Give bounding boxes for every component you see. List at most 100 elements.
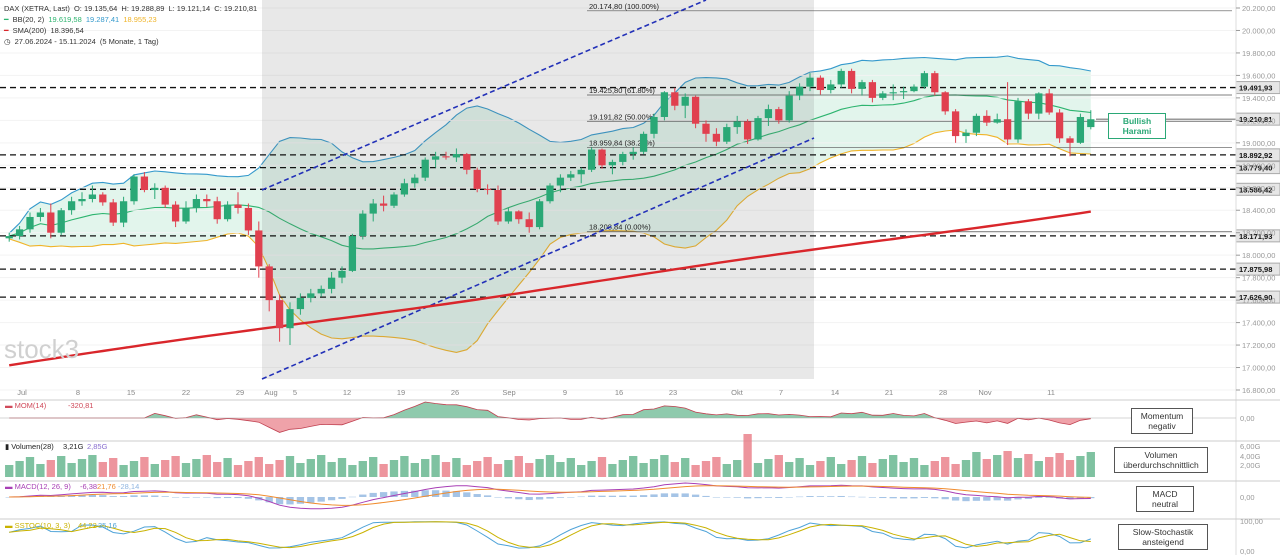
candle-body	[525, 219, 533, 228]
macd-histogram-bar	[598, 495, 606, 497]
volume-bar	[473, 461, 482, 477]
x-tick-label: 28	[939, 388, 947, 397]
bb-label: BB(20, 2)	[12, 15, 45, 24]
candle-body	[161, 187, 169, 205]
macd-histogram-bar	[317, 497, 325, 502]
volume-bar	[670, 462, 679, 477]
candle-body	[494, 190, 502, 222]
volume-bar	[244, 461, 253, 477]
volume-bar	[504, 460, 513, 477]
macd-histogram-bar	[962, 497, 970, 502]
volume-bar	[369, 457, 378, 477]
volume-bar	[493, 464, 503, 477]
candle-body	[473, 169, 481, 189]
candle-body	[1076, 116, 1085, 143]
macd-histogram-bar	[556, 497, 565, 498]
candle-body	[712, 133, 721, 142]
volume-bar	[202, 455, 211, 477]
sma-line-icon: ━	[4, 26, 9, 35]
macd-histogram-bar	[775, 497, 783, 498]
volume-bar	[909, 458, 919, 477]
level-tag-label: 18.779,40	[1239, 164, 1272, 173]
momentum-label: ▬ MOM(14)	[5, 401, 47, 410]
macd-histogram-bar	[473, 494, 481, 497]
macd-histogram-bar	[608, 495, 617, 497]
macd-histogram-bar	[671, 493, 679, 497]
candle-body	[327, 277, 336, 289]
x-tick-label: 22	[182, 388, 190, 397]
stock3-watermark: stock3	[4, 334, 79, 364]
macd-histogram-bar	[109, 496, 117, 497]
volume-bar	[462, 465, 471, 477]
volume-bar	[629, 456, 638, 477]
fib-level-label: 19.425,80 (61.80%)	[589, 86, 655, 95]
candle-body	[1045, 93, 1053, 113]
stoch-k-line	[9, 521, 1091, 549]
macd-histogram-bar	[213, 497, 221, 499]
macd-histogram-bar	[348, 496, 357, 498]
volume-bar	[722, 464, 731, 477]
stoch-d-line	[9, 521, 1091, 549]
sma-200-line	[9, 210, 1091, 367]
y-tick-label: 20.000,00	[1242, 26, 1275, 35]
candle-body	[483, 188, 492, 191]
y-tick-label: 17.400,00	[1242, 319, 1275, 328]
candle-body	[556, 177, 565, 186]
volume-bar	[1076, 456, 1085, 477]
macd-histogram-bar	[1087, 497, 1095, 499]
candle-body	[1024, 101, 1033, 114]
candle-body	[57, 210, 65, 233]
candle-body	[983, 115, 991, 123]
volume-bar	[109, 458, 118, 477]
candle-body	[785, 95, 793, 121]
level-tag-label: 18.171,93	[1239, 232, 1272, 241]
x-tick-label: 12	[343, 388, 351, 397]
price-grid	[0, 7, 1236, 391]
candle-body	[15, 229, 24, 237]
macd-histogram-bar	[879, 497, 887, 499]
macd-histogram-bar	[827, 496, 835, 497]
volume-tick-6g: 6,00G	[1240, 442, 1261, 451]
candle-body	[899, 91, 908, 93]
bb-value-1: 19.619,58	[48, 15, 82, 24]
volume-bar	[920, 465, 929, 477]
x-tick-label: 14	[831, 388, 839, 397]
volume-bar	[587, 461, 596, 477]
volume-bar	[816, 461, 825, 477]
level-tag-label: 18.892,92	[1239, 151, 1272, 160]
macd-histogram-bar	[151, 495, 159, 497]
candle-body	[879, 93, 887, 98]
macd-histogram-bar	[795, 496, 804, 498]
macd-histogram-bar	[504, 497, 513, 499]
candle-body	[858, 82, 866, 89]
macd-histogram-bar	[483, 495, 492, 497]
volume-bar	[1086, 452, 1095, 477]
macd-histogram-bar	[67, 495, 76, 497]
macd-histogram-bar	[546, 497, 554, 499]
y-tick-label: 18.600,00	[1242, 184, 1275, 193]
macd-histogram-bar	[868, 497, 877, 498]
macd-histogram-bar	[379, 492, 388, 497]
volume-bar	[857, 456, 867, 477]
candle-body	[390, 194, 398, 206]
volume-bar	[577, 465, 586, 477]
trend-channel-lines	[261, 0, 815, 380]
volume-bar	[337, 458, 347, 477]
macd-histogram-bar	[972, 497, 981, 501]
candle-body	[931, 73, 939, 93]
volume-bar	[774, 455, 783, 477]
volume-bar	[483, 457, 492, 477]
bb-legend: ━ BB(20, 2) 19.619,58 19.287,41 18.955,2…	[4, 15, 159, 25]
macd-histogram-bar	[941, 497, 949, 500]
candle-body	[275, 300, 284, 329]
y-tick-label: 17.200,00	[1242, 341, 1275, 350]
macd-histogram-bar	[681, 493, 689, 497]
macd-histogram-bar	[629, 495, 637, 497]
volume-bar	[961, 460, 971, 477]
macd-histogram-bar	[660, 493, 669, 497]
candle-body	[286, 309, 294, 329]
volume-bar	[608, 464, 617, 477]
candle-body	[5, 236, 13, 239]
x-tick-label: 19	[397, 388, 405, 397]
